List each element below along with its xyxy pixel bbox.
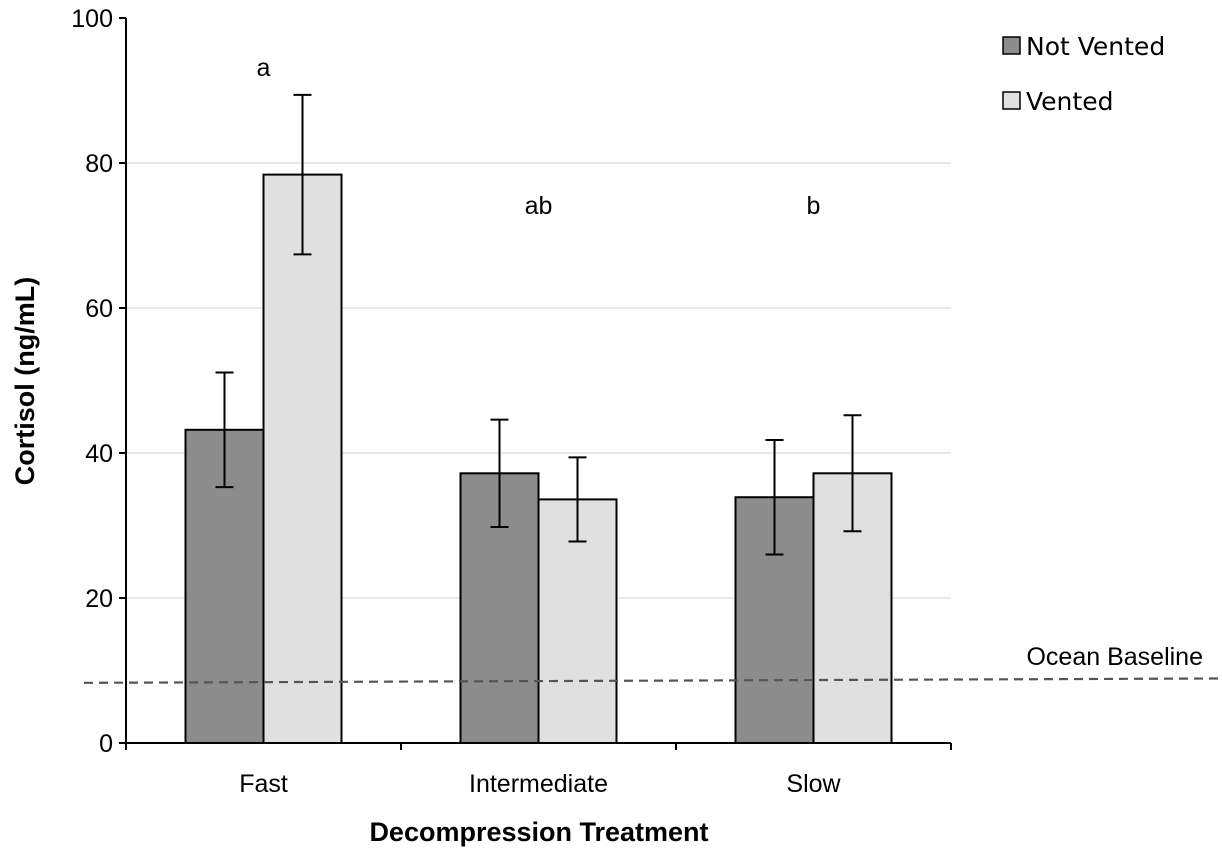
significance-label: b — [807, 192, 821, 220]
legend: Not Vented Vented — [1002, 32, 1165, 116]
x-tick-label: Fast — [239, 770, 288, 798]
y-tick-label: 100 — [71, 5, 113, 33]
baseline-line — [83, 677, 1222, 684]
x-tick-label: Slow — [786, 770, 841, 798]
error-bars — [215, 93, 862, 556]
y-tick-label: 80 — [85, 150, 113, 178]
tick-labels: 0 20 40 60 80 100 Fast Intermediate Slow — [71, 5, 841, 798]
bar — [262, 173, 343, 745]
x-tick-label: Intermediate — [469, 770, 608, 798]
legend-label: Not Vented — [1026, 32, 1165, 61]
legend-label: Vented — [1026, 87, 1113, 116]
x-axis-title: Decompression Treatment — [369, 817, 708, 847]
y-tick-label: 40 — [85, 440, 113, 468]
legend-swatch — [1002, 91, 1021, 110]
y-axis-title: Cortisol (ng/mL) — [10, 277, 40, 485]
significance-label: a — [257, 54, 271, 82]
significance-labels: a ab b — [257, 54, 821, 220]
y-tick-label: 20 — [85, 585, 113, 613]
baseline-label: Ocean Baseline — [1026, 643, 1203, 671]
reference-line: Ocean Baseline — [83, 643, 1222, 684]
significance-label: ab — [525, 192, 553, 220]
y-tick-label: 60 — [85, 295, 113, 323]
y-tick-label: 0 — [99, 730, 113, 758]
legend-swatch — [1002, 36, 1021, 55]
axes — [119, 17, 952, 750]
bars — [184, 173, 893, 745]
